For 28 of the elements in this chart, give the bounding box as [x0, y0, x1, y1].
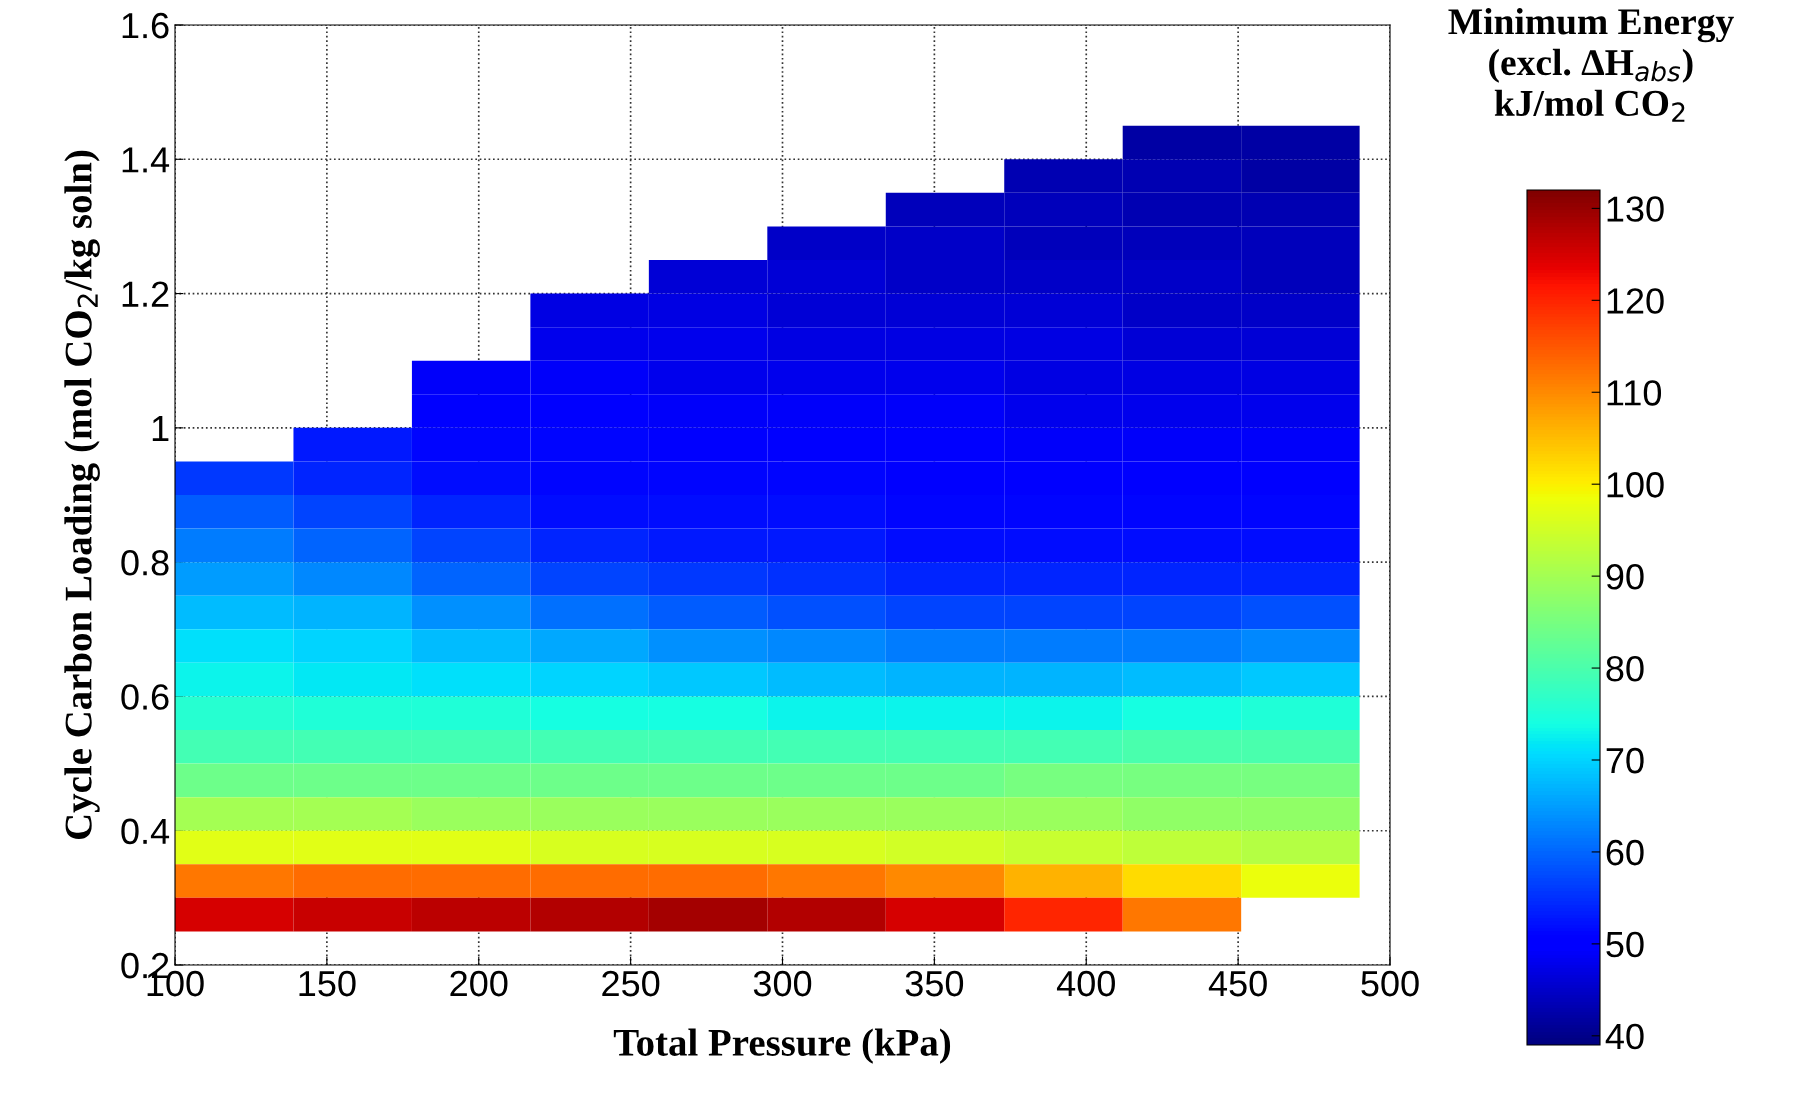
y-tick-label: 1.6 — [122, 12, 169, 39]
y-tick-label: 0.6 — [121, 684, 169, 710]
color-bar-label: 130 — [1607, 196, 1664, 222]
color-bar-label: 80 — [1606, 655, 1644, 682]
color-bar-label: 70 — [1606, 747, 1644, 774]
x-axis-title: Total Pressure (kPa) — [613, 1028, 951, 1064]
x-tick-label: 300 — [753, 970, 812, 997]
x-tick-label: 250 — [602, 970, 660, 997]
x-tick-label: 400 — [1056, 970, 1115, 997]
x-tick-label: 500 — [1361, 970, 1419, 997]
color-bar-label: 110 — [1607, 380, 1662, 406]
color-bar-label: 90 — [1606, 564, 1644, 590]
x-tick-label: 350 — [905, 970, 964, 997]
color-bar-label: 120 — [1607, 288, 1664, 314]
color-bar-label: 100 — [1607, 472, 1664, 498]
color-bar-label: 60 — [1606, 839, 1644, 866]
color-bar-label: 40 — [1605, 1023, 1644, 1050]
x-tick-label: 450 — [1208, 970, 1267, 997]
y-tick-label: 0.8 — [121, 550, 169, 576]
y-axis-title: Cycle Carbon Loading (mol CO$_{2}$/kg soln) — [64, 150, 100, 840]
y-tick-label: 1.4 — [122, 147, 170, 173]
color-bar-label: 50 — [1606, 931, 1644, 958]
x-tick-label: 150 — [299, 970, 356, 997]
x-tick-label: 200 — [450, 970, 508, 997]
color-bar-title: Minimum Energy (excl. ΔH$_{abs}$) kJ/mol CO$_{2}$ — [1448, 8, 1734, 122]
y-tick-label: 0.4 — [121, 818, 170, 845]
y-tick-label: 1 — [152, 416, 169, 441]
y-tick-label: 1.2 — [122, 281, 169, 307]
